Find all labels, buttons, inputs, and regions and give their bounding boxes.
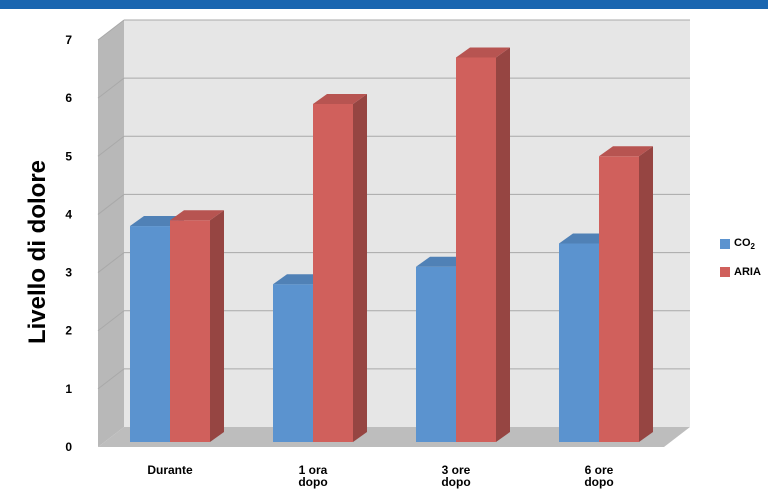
bar-aria-0 bbox=[170, 210, 224, 442]
legend-label-aria: ARIA bbox=[734, 266, 761, 278]
y-tick-label: 7 bbox=[65, 33, 72, 47]
x-tick-label: Durante bbox=[147, 463, 193, 477]
y-tick-label: 0 bbox=[65, 440, 72, 454]
x-tick-label: dopo bbox=[441, 475, 470, 489]
y-tick-label: 1 bbox=[65, 382, 72, 396]
legend-swatch-aria bbox=[720, 267, 730, 277]
legend-item-aria: ARIA bbox=[720, 264, 761, 280]
legend-label-co2: CO2 bbox=[734, 236, 755, 252]
y-axis-label: Livello di dolore bbox=[24, 160, 51, 344]
chart-side-wall bbox=[98, 20, 124, 447]
legend-swatch-co2 bbox=[720, 239, 730, 249]
y-tick-label: 5 bbox=[65, 149, 72, 163]
y-tick-label: 6 bbox=[65, 91, 72, 105]
legend: CO2 ARIA bbox=[720, 236, 761, 292]
bar-aria-3 bbox=[599, 146, 653, 443]
x-tick-label: dopo bbox=[584, 475, 613, 489]
x-tick-label: 3 ore bbox=[442, 463, 471, 477]
gridline-side bbox=[97, 135, 125, 157]
gridline-side bbox=[97, 252, 125, 273]
x-tick-label: dopo bbox=[298, 475, 327, 489]
chart-floor bbox=[98, 427, 690, 447]
y-tick-label: 4 bbox=[65, 207, 72, 221]
header-bar bbox=[0, 0, 768, 9]
bar-aria-1 bbox=[313, 93, 367, 442]
x-tick-label: 6 ore bbox=[585, 463, 614, 477]
gridline-side bbox=[97, 19, 125, 41]
y-tick-label: 2 bbox=[65, 324, 72, 338]
gridline-side bbox=[97, 194, 125, 215]
legend-item-co2: CO2 bbox=[720, 236, 761, 252]
y-tick-label: 3 bbox=[65, 266, 72, 280]
gridline-side bbox=[97, 310, 125, 332]
gridline-side bbox=[97, 77, 125, 99]
x-tick-label: 1 ora bbox=[299, 463, 328, 477]
gridline-side bbox=[97, 368, 125, 390]
bar-aria-2 bbox=[456, 47, 510, 442]
